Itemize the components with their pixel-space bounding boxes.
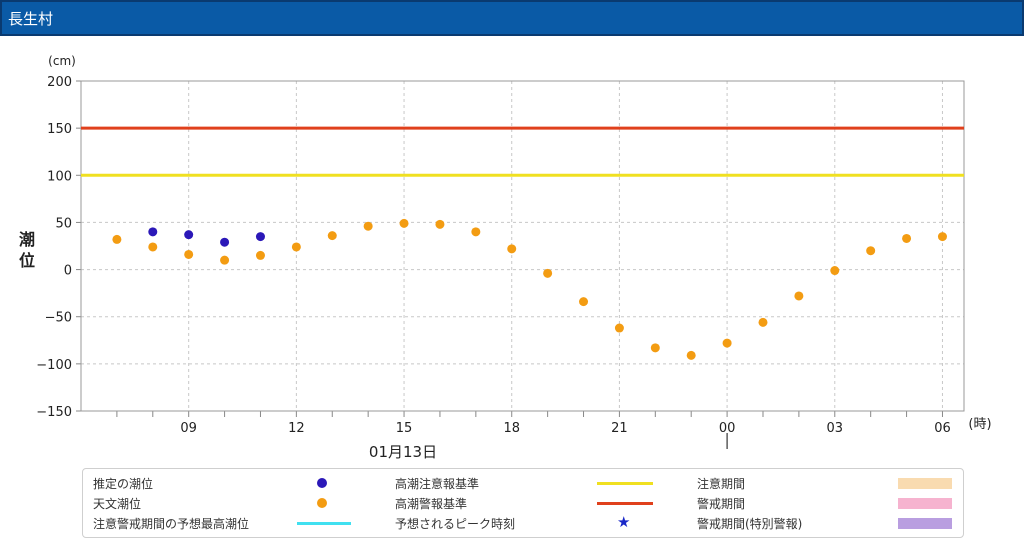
date-label: 01月13日 [369,443,437,461]
data-point [184,249,194,259]
y-unit-label: (cm) [48,54,76,68]
y-tick-label: −100 [36,358,72,373]
data-point [148,242,158,252]
legend-label-astro: 天文潮位 [93,497,142,511]
data-point [471,227,481,237]
legend-astro-dot-icon [317,498,327,508]
data-point [830,266,840,276]
plot-frame [80,80,965,412]
data-point [291,242,301,252]
data-point [399,218,409,228]
x-tick-label: 12 [288,421,305,436]
legend-label-warning-std: 高潮警報基準 [395,497,468,511]
data-point [255,232,265,242]
data-point [435,219,445,229]
y-tick-label: 0 [64,264,72,279]
y-axis-label-char: 位 [19,251,35,270]
data-point [148,227,158,237]
legend-label-peak-time: 予想されるピーク時刻 [395,517,516,531]
data-point [937,232,947,242]
data-point [614,323,624,333]
tide-chart: 200 150 100 50 0 −50 −100 −150 09 12 15 18 21 00 03 06 (… [19,54,992,461]
data-point [184,230,194,240]
data-point [255,250,265,260]
legend-warning-period-swatch-icon [898,498,952,509]
y-tick-label: 100 [47,169,72,184]
y-axis-label-char: 潮 [19,230,35,249]
x-tick-label: 21 [611,421,628,436]
legend-label-forecast-max: 注意警戒期間の予想最高潮位 [93,517,250,531]
y-tick-label: 200 [47,75,72,90]
data-point [579,297,589,307]
legend-label-special-period: 警戒期間(特別警報) [697,517,803,531]
legend-estimated-dot-icon [317,478,327,488]
x-unit-label: (時) [968,417,991,432]
data-point [220,255,230,265]
data-point [758,317,768,327]
x-tick-label: 09 [180,421,197,436]
data-point [543,268,553,278]
legend-peak-star-icon: ★ [617,513,631,531]
legend-label-estimated: 推定の潮位 [93,477,154,491]
x-tick-label: 06 [934,421,951,436]
x-tick-label: 18 [503,421,520,436]
legend-forecast-max-line-icon [297,522,351,525]
y-tick-label: 50 [55,216,72,231]
legend: 推定の潮位 天文潮位 注意警戒期間の予想最高潮位 高潮注意報基準 高潮警報基準 … [82,468,964,538]
data-point [650,343,660,353]
legend-label-caution-period: 注意期間 [697,477,746,491]
data-point [866,246,876,256]
data-point [722,338,732,348]
data-point [112,234,122,244]
x-tick-label: 03 [827,421,844,436]
location-title: 長生村 [8,10,54,28]
x-tick-label: 00 [719,421,736,436]
y-tick-label: −150 [36,405,72,420]
legend-caution-period-swatch-icon [898,478,952,489]
data-point [794,291,804,301]
page-header: 長生村 [0,0,1024,36]
data-point [363,221,373,231]
data-point [327,231,337,241]
legend-label-caution-std: 高潮注意報基準 [395,477,480,491]
data-point [902,233,912,243]
legend-caution-std-line-icon [597,482,653,485]
legend-label-warning-period: 警戒期間 [697,497,746,511]
data-point [507,244,517,254]
y-tick-label: −50 [45,311,72,326]
x-tick-label: 15 [396,421,413,436]
legend-special-period-swatch-icon [898,518,952,529]
legend-warning-std-line-icon [597,502,653,505]
y-tick-label: 150 [47,122,72,137]
data-point [686,350,696,360]
data-point [220,237,230,247]
